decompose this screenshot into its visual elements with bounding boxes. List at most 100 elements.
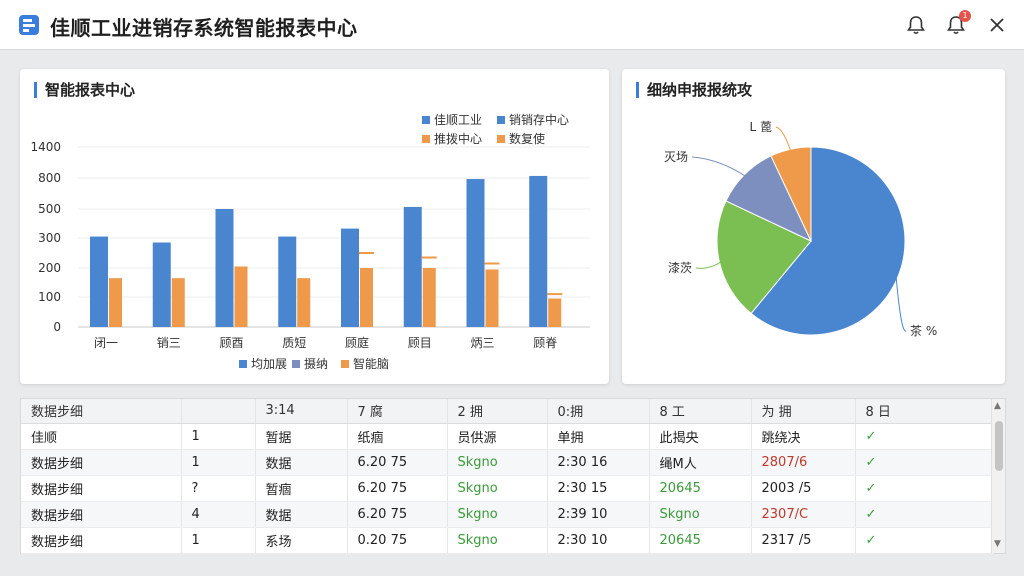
table-row[interactable]: 数据步细 1 数据 6.20 75 Skgno 2:30 16 绳M人 2807/6 ✓	[21, 449, 994, 476]
app-title: 佳顺工业进销存系统智能报表中心	[50, 16, 358, 40]
legend-label: 推拨中心	[434, 131, 482, 146]
check-icon: ✓	[855, 449, 994, 476]
check-icon: ✓	[855, 501, 994, 528]
table-row[interactable]: 数据步细? 暂痼 6.20 75 Skgno 2:30 15 20645 2003 /5 ✓	[21, 475, 994, 502]
table-cell: 数据	[255, 501, 348, 528]
table-cell: 数据步细	[21, 527, 182, 554]
table-row[interactable]: 数据步细 4 数据 6.20 75 Skgno 2:39 10 Skgno 2307/C ✓	[21, 501, 994, 528]
legend-swatch	[497, 135, 505, 143]
table-row[interactable]: 数据步细 1 系场 0.20 75 Skgno 2:30 10 20645 2317 /5 ✓	[21, 527, 994, 554]
table-cell: 20645	[649, 527, 752, 554]
table-cell: 2003 /5	[751, 475, 856, 502]
legend-swatch	[292, 360, 300, 368]
table-header-cell[interactable]: 8 日	[855, 399, 994, 424]
table-cell: 佳顺	[21, 423, 182, 450]
table-cell: 暂据	[255, 423, 348, 450]
table-cell: 1	[181, 423, 256, 450]
x-tick-label: 顾庭	[345, 335, 369, 350]
table-cell: 2:30 10	[547, 527, 650, 554]
table-header-cell[interactable]: 3:14	[255, 399, 348, 424]
bar-blue	[466, 179, 485, 327]
table-cell: 1	[181, 527, 256, 554]
pie-slice	[716, 200, 812, 315]
table-cell: 2807/6	[751, 449, 856, 476]
bar-chart: 0 100 200 300 500 800 1400 闭一 销三 顾酉 质短 顾庭 顾目 炳三 顾脊 佳顺工业…	[30, 112, 590, 371]
table-cell: ?	[181, 475, 256, 502]
table-header-cell[interactable]: 2 拥	[447, 399, 548, 424]
legend-swatch	[239, 360, 247, 368]
table-cell: 2307/C	[751, 501, 856, 528]
pie-slice	[750, 146, 906, 336]
table-cell: 20645	[649, 475, 752, 502]
bar-blue	[152, 242, 171, 327]
legend-swatch	[422, 116, 430, 124]
scroll-down-icon[interactable]: ▼	[994, 539, 1001, 549]
bar-orange	[297, 278, 311, 327]
table-cell: 数据步细	[21, 475, 182, 502]
x-tick-label: 炳三	[470, 336, 494, 350]
legend-label: 数复使	[509, 131, 545, 146]
y-tick-label: 100	[38, 290, 61, 304]
x-tick-label: 顾目	[408, 336, 432, 350]
notification-badge: 1	[959, 10, 971, 22]
legend-label: 摄纳	[304, 356, 328, 371]
bar-orange	[109, 278, 122, 327]
table-header-cell[interactable]: 8 工	[649, 399, 752, 424]
table-header-cell[interactable]	[181, 399, 256, 424]
table-cell: 单拥	[547, 423, 650, 450]
table-cell: 数据	[255, 449, 348, 476]
scroll-up-icon[interactable]: ▲	[994, 401, 1001, 411]
y-tick-label: 0	[53, 320, 61, 334]
check-icon: ✓	[855, 527, 994, 554]
pie-leader-line	[895, 271, 907, 332]
pie-leader-line	[775, 126, 792, 154]
pie-label: 漆茨	[668, 261, 692, 275]
table-cell: 6.20 75	[347, 501, 448, 528]
y-tick-label: 300	[38, 231, 61, 245]
legend-swatch	[341, 360, 349, 368]
table-cell: 6.20 75	[347, 449, 448, 476]
table-cell: 2:30 15	[547, 475, 650, 502]
scroll-thumb[interactable]	[995, 421, 1003, 471]
table-cell: 系场	[255, 527, 348, 554]
table-header-cell[interactable]: 数据步细	[21, 399, 182, 424]
table-cell: Skgno	[447, 527, 548, 554]
legend-swatch	[422, 135, 430, 143]
bar-orange	[171, 278, 185, 327]
app-logo-icon	[19, 15, 39, 35]
y-tick-label: 200	[38, 261, 61, 275]
table-cell: 纸痼	[347, 423, 448, 450]
table-cell: 0.20 75	[347, 527, 448, 554]
bar-chart-panel: 智能报表中心 0 100 200 300 500 800 1400 闭一 销三 顾酉 质短 顾庭 顾目 炳…	[20, 69, 609, 384]
check-icon: ✓	[855, 475, 994, 502]
table-header-cell[interactable]: 为 拥	[751, 399, 856, 424]
legend-label: 智能脑	[353, 356, 389, 371]
table-cell: 暂痼	[255, 475, 348, 502]
bar-orange	[234, 266, 248, 327]
bell-icon[interactable]	[905, 14, 927, 36]
pie-label: L 蓖	[749, 120, 772, 134]
table-cell: 4	[181, 501, 256, 528]
bar-blue	[278, 236, 297, 327]
y-tick-label: 1400	[30, 140, 61, 154]
bar-orange	[485, 269, 499, 327]
table-cell: 此揭央	[649, 423, 752, 450]
close-icon[interactable]	[986, 14, 1008, 36]
pie-leader-line	[691, 156, 748, 178]
table-header-cell[interactable]: 7 腐	[347, 399, 448, 424]
table-cell: 绳M人	[649, 449, 752, 476]
x-tick-label: 顾酉	[219, 336, 243, 350]
bar-blue	[341, 228, 359, 327]
pie-label: 灭场	[664, 150, 688, 164]
pie-chart-panel: 细纳申报报统攻 茶 % 漆茨 灭场 L 蓖	[622, 69, 1005, 384]
table-cell: 跳绕决	[751, 423, 856, 450]
bar-orange	[360, 268, 373, 327]
table-row[interactable]: 佳顺 1 暂据 纸痼 员供源 单拥 此揭央 跳绕决 ✓	[21, 423, 994, 450]
bar-orange	[422, 268, 436, 327]
table-header-cell[interactable]: 0:拥	[547, 399, 650, 424]
check-icon: ✓	[855, 423, 994, 450]
table-scrollbar[interactable]: ▲ ▼	[991, 399, 1005, 553]
